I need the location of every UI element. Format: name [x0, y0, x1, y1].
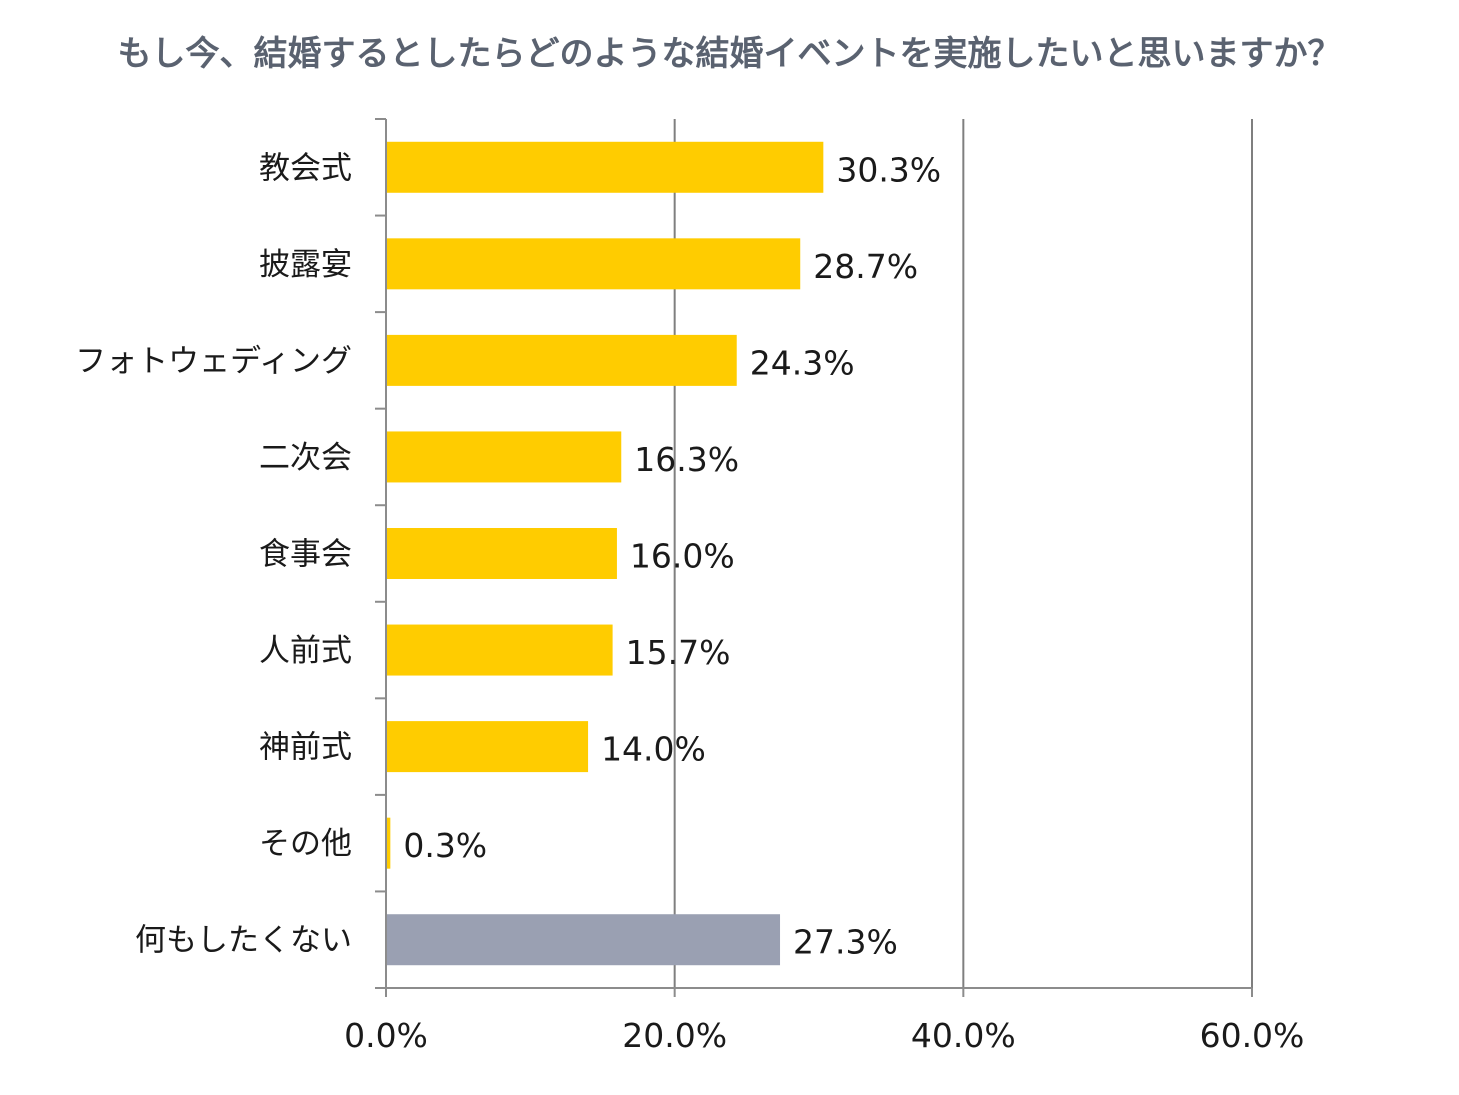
data-label-5: 15.7% [626, 633, 731, 672]
data-label-2: 24.3% [750, 343, 855, 382]
category-label-0: 教会式 [259, 150, 352, 186]
bar-6 [386, 721, 589, 773]
bar-3 [386, 431, 622, 483]
data-label-3: 16.3% [634, 440, 739, 479]
bar-2 [386, 334, 737, 386]
category-label-2: フォトウェディング [75, 343, 352, 379]
axes [375, 118, 1253, 997]
bar-1 [386, 238, 801, 290]
x-tick-label-0: 0.0% [344, 1016, 428, 1055]
category-label-5: 人前式 [259, 633, 352, 669]
chart-title: もし今、結婚するとしたらどのような結婚イベントを実施したいと思いますか？ [117, 34, 1342, 74]
data-label-6: 14.0% [601, 730, 706, 769]
category-label-3: 二次会 [259, 440, 352, 476]
data-label-8: 27.3% [793, 923, 898, 962]
data-label-1: 28.7% [813, 247, 918, 286]
x-tick-label-2: 40.0% [911, 1016, 1016, 1055]
data-label-4: 16.0% [630, 537, 735, 576]
x-tick-label-3: 60.0% [1200, 1016, 1305, 1055]
category-label-8: 何もしたくない [135, 923, 352, 959]
data-label-7: 0.3% [403, 826, 487, 865]
bar-5 [386, 624, 613, 676]
bar-4 [386, 528, 617, 579]
category-label-7: その他 [259, 826, 352, 862]
bar-0 [386, 141, 824, 193]
category-label-1: 披露宴 [259, 247, 352, 283]
category-label-6: 神前式 [259, 730, 352, 766]
category-label-4: 食事会 [259, 537, 352, 573]
data-label-0: 30.3% [836, 150, 941, 189]
bar-8 [386, 914, 781, 966]
bar-7 [386, 817, 391, 869]
x-tick-label-1: 20.0% [622, 1016, 727, 1055]
bars [386, 141, 824, 966]
labels: 教会式 30.3% 披露宴 28.7% フォトウェディング 24.3% 二次会 16.3% 食事… [75, 150, 1304, 1055]
